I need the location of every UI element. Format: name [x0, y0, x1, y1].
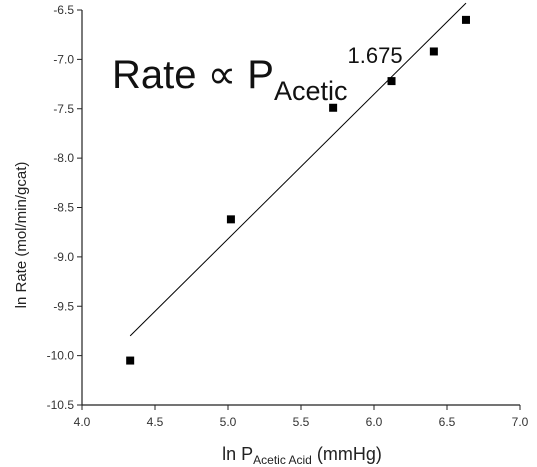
y-tick-label: -10.5: [47, 398, 75, 412]
annotation-subscript: Acetic: [274, 76, 348, 106]
trendline-group: [129, 2, 467, 337]
data-point: [226, 215, 235, 224]
annotation-superscript: 1.675: [348, 43, 403, 68]
data-point: [461, 15, 470, 24]
y-tick-label: -7.5: [53, 102, 74, 116]
x-axis-label-subscript: Acetic Acid: [253, 453, 312, 467]
y-tick-label: -7.0: [53, 52, 74, 66]
y-tick-labels: -6.5 -7.0 -7.5 -8.0 -8.5 -9.0 -9.5 -10.0 -10.5: [47, 3, 82, 412]
y-axis-label: ln Rate (mol/min/gcat): [13, 162, 30, 309]
y-tick-label: -6.5: [53, 3, 74, 17]
x-tick-label: 5.0: [220, 415, 237, 429]
y-tick-label: -10.0: [47, 349, 75, 363]
x-tick-label: 6.5: [439, 415, 456, 429]
x-axis-label-suffix: (mmHg): [312, 444, 382, 464]
x-tick-label: 7.0: [512, 415, 529, 429]
data-points: [126, 15, 470, 365]
y-tick-label: -8.5: [53, 201, 74, 215]
y-tick-label: -8.0: [53, 151, 74, 165]
data-point: [387, 77, 396, 86]
x-tick-label: 4.5: [147, 415, 164, 429]
data-point: [329, 103, 338, 112]
y-tick-label: -9.0: [53, 250, 74, 264]
x-axis-label: ln PAcetic Acid (mmHg): [222, 444, 382, 467]
x-axis-label-prefix: ln P: [222, 444, 253, 464]
x-tick-label: 4.0: [74, 415, 91, 429]
data-point: [126, 356, 135, 365]
y-tick-label: -9.5: [53, 299, 74, 313]
annotation-main: Rate ∝ P: [112, 53, 274, 97]
x-tick-label: 5.5: [293, 415, 310, 429]
rate-annotation: Rate ∝ PAcetic1.675: [112, 43, 403, 106]
x-tick-labels: 4.0 4.5 5.0 5.5 6.0 6.5 7.0: [74, 405, 529, 429]
data-point: [429, 47, 438, 56]
trendline: [129, 2, 467, 337]
x-tick-label: 6.0: [366, 415, 383, 429]
